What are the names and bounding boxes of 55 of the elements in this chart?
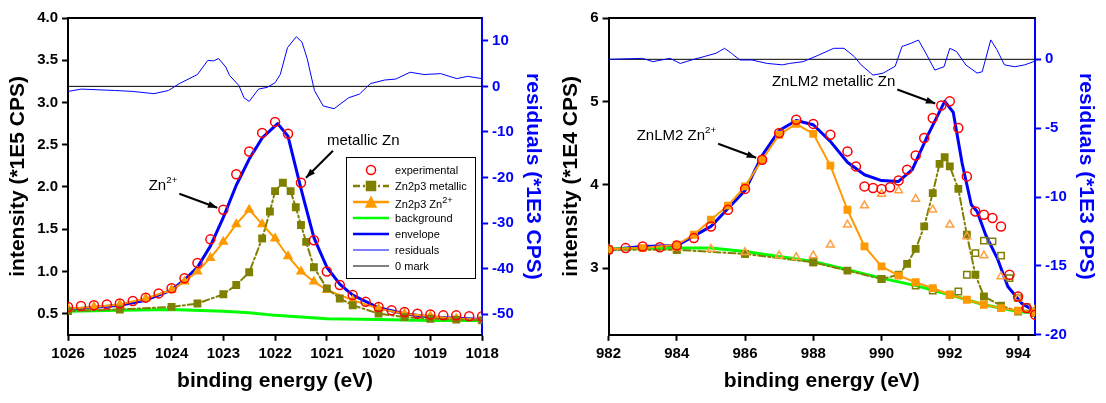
y2-tick-label: -10 — [1045, 187, 1067, 205]
x-tick-label: 992 — [937, 343, 963, 361]
y2-tick-label: -40 — [492, 258, 514, 276]
y-axis-title: intensity (*1E5 CPS) — [5, 76, 29, 277]
legend-label: residuals — [395, 244, 440, 257]
x-tick-label: 988 — [800, 343, 826, 361]
y-tick-label: 3.0 — [37, 92, 59, 110]
y-tick-label: 2.5 — [37, 134, 59, 152]
y-tick-label: 3.5 — [37, 50, 59, 68]
x-tick-label: 984 — [664, 343, 690, 361]
y2-tick-label: 0 — [492, 76, 501, 94]
x-tick-label: 1021 — [310, 343, 344, 361]
y2-axis-title: residuals (*1E3 CPS) — [1075, 73, 1099, 280]
x-tick-label: 1023 — [206, 343, 241, 361]
y-tick-label: 4 — [590, 174, 600, 192]
y-tick-label: 3 — [590, 258, 599, 276]
y2-tick-label: -10 — [492, 122, 514, 140]
legend-label: envelope — [395, 228, 440, 241]
x-tick-label: 982 — [596, 343, 622, 361]
y2-tick-label: -15 — [1045, 256, 1067, 274]
x-tick-label: 1025 — [103, 343, 137, 361]
y2-tick-label: -30 — [492, 213, 514, 231]
x-tick-label: 1018 — [465, 343, 499, 361]
x-tick-label: 1026 — [51, 343, 85, 361]
y2-tick-label: -20 — [492, 167, 514, 185]
y2-axis-title: residuals (*1E3 CPS) — [522, 73, 546, 280]
legend-label: 0 mark — [395, 260, 429, 273]
legend-label: experimental — [395, 164, 459, 177]
x-tick-label: 994 — [1005, 343, 1032, 361]
y-tick-label: 4.0 — [37, 8, 59, 26]
y-tick-label: 5 — [590, 91, 599, 109]
y2-tick-label: -50 — [492, 304, 514, 322]
y-tick-label: 2.0 — [37, 177, 59, 195]
legend-label: background — [395, 212, 453, 225]
legend-label: Zn2p3 Zn$^{2+}$ — [395, 195, 453, 210]
y-axis-title: intensity (*1E4 CPS) — [558, 76, 582, 277]
y2-tick-label: 10 — [492, 30, 509, 48]
x-tick-label: 1022 — [258, 343, 292, 361]
x-axis-title: binding energy (eV) — [723, 368, 920, 392]
y-tick-label: 6 — [590, 8, 599, 26]
x-tick-label: 986 — [732, 343, 758, 361]
x-tick-label: 990 — [869, 343, 895, 361]
x-tick-label: 1024 — [154, 343, 189, 361]
legend-label: Zn2p3 metallic — [395, 180, 467, 193]
x-tick-label: 1020 — [361, 343, 396, 361]
y-tick-label: 1.5 — [37, 219, 59, 237]
y2-tick-label: -5 — [1045, 118, 1059, 136]
y2-tick-label: -20 — [1045, 324, 1067, 342]
x-axis-title: binding energy (eV) — [177, 368, 374, 392]
y-tick-label: 1.0 — [37, 261, 59, 279]
annotation: ZnLM2 metallic Zn — [771, 71, 896, 89]
annotation: metallic Zn — [326, 130, 400, 148]
y-tick-label: 0.5 — [37, 303, 59, 321]
x-tick-label: 1019 — [413, 343, 448, 361]
y2-tick-label: 0 — [1045, 49, 1054, 67]
